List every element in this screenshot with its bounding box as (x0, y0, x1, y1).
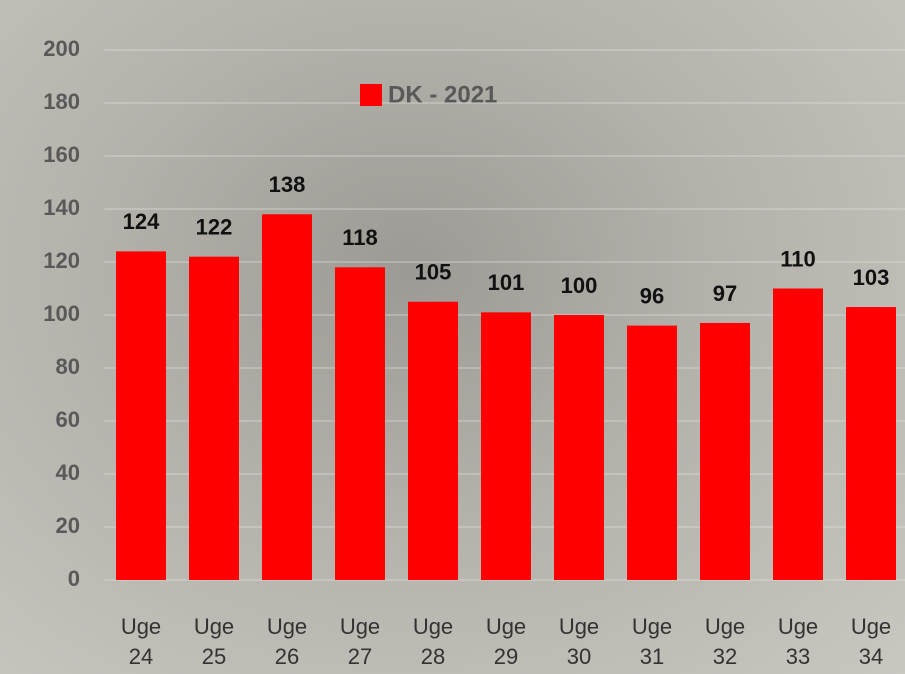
data-label: 103 (853, 265, 890, 290)
y-tick-label: 200 (43, 36, 80, 61)
data-label: 97 (713, 281, 737, 306)
bar (627, 326, 677, 580)
bar (189, 257, 239, 580)
chart: 0 20 40 60 80 100 120 140 160 180 200 DK - 2021 124 1… (0, 0, 905, 674)
bar (773, 289, 823, 581)
data-label: 96 (640, 283, 664, 308)
y-tick-label: 80 (56, 354, 80, 379)
x-tick-label: Uge 31 (622, 612, 682, 672)
x-tick-label: Uge 24 (111, 612, 171, 672)
data-label: 122 (196, 215, 233, 240)
data-label: 138 (269, 172, 306, 197)
bar (262, 214, 312, 580)
y-tick-label: 40 (56, 460, 80, 485)
x-tick-label: Uge 26 (257, 612, 317, 672)
bar (335, 267, 385, 580)
bar (700, 323, 750, 580)
y-tick-label: 180 (43, 89, 80, 114)
x-tick-label: Uge 34 (841, 612, 901, 672)
x-tick-label: Uge 27 (330, 612, 390, 672)
data-label: 101 (488, 270, 525, 295)
y-tick-label: 0 (68, 566, 80, 591)
x-tick-label: Uge 29 (476, 612, 536, 672)
x-tick-label: Uge 32 (695, 612, 755, 672)
bar (846, 307, 896, 580)
legend-swatch (360, 84, 382, 106)
y-tick-label: 20 (56, 513, 80, 538)
bar (116, 251, 166, 580)
y-tick-label: 100 (43, 301, 80, 326)
y-tick-label: 140 (43, 195, 80, 220)
x-tick-label: Uge 25 (184, 612, 244, 672)
x-tick-label: Uge 28 (403, 612, 463, 672)
data-label: 110 (780, 246, 816, 271)
x-tick-label: Uge 33 (768, 612, 828, 672)
y-tick-label: 160 (43, 142, 80, 167)
bar (408, 302, 458, 580)
x-tick-label: Uge 30 (549, 612, 609, 672)
data-label: 105 (415, 260, 452, 285)
y-tick-label: 120 (43, 248, 80, 273)
page: 0 20 40 60 80 100 120 140 160 180 200 DK - 2021 124 1… (0, 0, 905, 674)
legend-label: DK - 2021 (388, 81, 497, 108)
data-label: 124 (123, 209, 160, 234)
data-label: 118 (342, 225, 378, 250)
y-tick-label: 60 (56, 407, 80, 432)
bar (554, 315, 604, 580)
bar (481, 312, 531, 580)
data-label: 100 (561, 273, 598, 298)
